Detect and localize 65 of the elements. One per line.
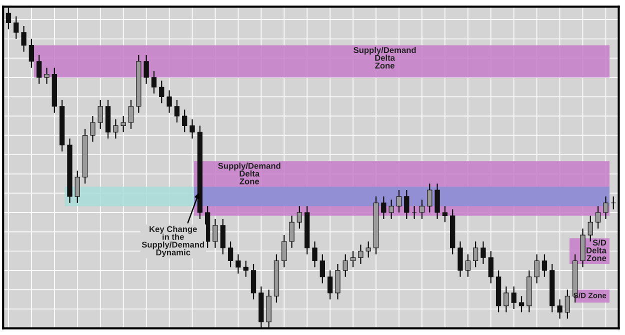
candlestick bbox=[358, 244, 364, 265]
candlestick bbox=[243, 260, 248, 278]
candlestick bbox=[36, 54, 42, 84]
candlestick bbox=[442, 206, 448, 223]
candlestick bbox=[289, 215, 294, 248]
candlestick bbox=[6, 6, 12, 30]
candlestick bbox=[212, 218, 218, 248]
band-label: S/D Delta Zone bbox=[586, 239, 606, 262]
annotation: Key Change in the Supply/Demand Dynamic bbox=[142, 226, 204, 258]
candlestick bbox=[350, 250, 356, 268]
candlestick bbox=[404, 189, 410, 220]
candlestick bbox=[480, 240, 486, 265]
candlestick bbox=[220, 218, 226, 255]
candlestick bbox=[159, 80, 164, 104]
candlestick bbox=[366, 240, 371, 258]
candlestick bbox=[90, 115, 96, 142]
candlestick bbox=[28, 38, 34, 68]
candlestick bbox=[166, 90, 172, 114]
candlestick bbox=[427, 183, 432, 214]
candlestick bbox=[434, 183, 440, 220]
candlestick bbox=[412, 206, 417, 220]
candlestick bbox=[74, 170, 80, 204]
candlestick bbox=[282, 234, 287, 268]
candlestick bbox=[128, 99, 134, 130]
candlestick bbox=[190, 118, 195, 140]
candlestick bbox=[250, 263, 256, 300]
candlestick bbox=[518, 296, 524, 313]
candlestick bbox=[21, 25, 26, 52]
candlestick bbox=[504, 286, 509, 313]
candlestick bbox=[542, 254, 548, 278]
candlestick bbox=[296, 206, 302, 230]
candlestick bbox=[144, 54, 149, 84]
candlestick bbox=[320, 254, 325, 284]
candlestick bbox=[596, 206, 601, 230]
candlestick bbox=[511, 286, 516, 310]
candlestick bbox=[396, 189, 402, 214]
candlestick bbox=[328, 270, 333, 300]
candlestick bbox=[381, 196, 386, 220]
band-label: Supply/Demand Delta Zone bbox=[354, 46, 416, 69]
candlestick bbox=[120, 115, 126, 133]
candlestick bbox=[610, 196, 616, 210]
candlestick bbox=[236, 254, 241, 274]
candlestick bbox=[174, 99, 180, 124]
candlestick bbox=[98, 99, 103, 130]
candlestick bbox=[458, 240, 463, 278]
candlestick bbox=[534, 254, 540, 284]
candlestick bbox=[228, 240, 234, 268]
candlestick bbox=[113, 118, 118, 140]
candlestick bbox=[388, 199, 394, 220]
candlestick bbox=[151, 70, 157, 94]
candlestick bbox=[488, 250, 494, 284]
candlestick bbox=[14, 16, 19, 40]
candlestick bbox=[419, 199, 425, 220]
candlestick bbox=[342, 254, 348, 278]
candlestick bbox=[44, 67, 50, 84]
band-label: Supply/Demand Delta Zone bbox=[218, 162, 280, 184]
candlestick bbox=[557, 298, 562, 320]
candlestick bbox=[312, 240, 318, 268]
candlestick bbox=[603, 196, 608, 220]
candlestick bbox=[465, 254, 470, 278]
candlestick bbox=[472, 240, 478, 268]
candlestick bbox=[564, 289, 570, 320]
candlestick bbox=[182, 109, 188, 133]
candlestick bbox=[335, 263, 340, 300]
candlestick bbox=[588, 215, 593, 242]
